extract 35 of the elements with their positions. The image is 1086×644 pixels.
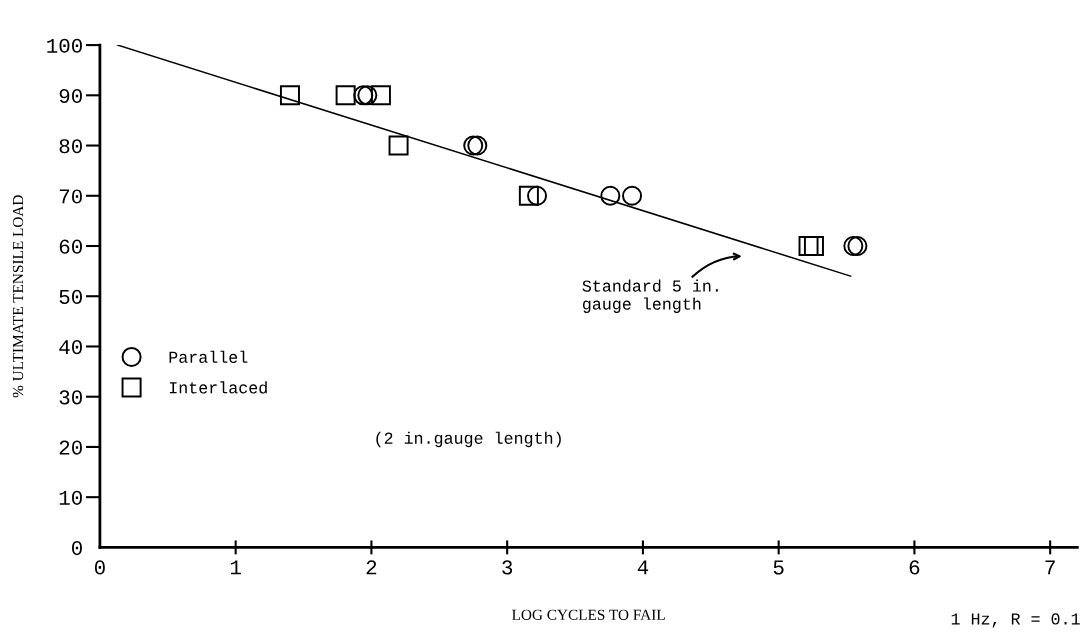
x-tick-label: 6 [909,560,920,575]
point [527,185,548,206]
legend-label: Parallel [169,350,248,363]
y-tick-label: 10 [59,490,82,505]
y-tick-label: 40 [59,340,82,355]
x-tick-label: 0 [94,560,105,575]
y-tick-label: 90 [59,88,82,104]
point [518,185,539,206]
x-tick-label: 4 [637,560,649,575]
point [600,185,621,206]
x-axis-title: LOG CYCLES TO FAIL [512,609,665,620]
point [335,85,356,106]
y-axis-title: % ULTIMATE TENSILE LOAD [12,195,24,398]
point [622,185,643,206]
y-tick-label: 20 [59,440,82,455]
x-tick-label: 5 [773,560,784,575]
point [798,236,819,257]
point [370,85,391,106]
annotation: (2 in.gauge length) [376,431,561,448]
annotation: Standard 5 in. gauge length [582,279,718,313]
x-tick-label: 2 [366,560,377,575]
text: 1 Hz, R = 0.1 [951,613,1080,628]
legend-label: Interlaced [169,381,267,394]
x-tick-label: 7 [1045,560,1055,575]
y-tick-label: 70 [59,189,82,204]
y-tick-label: 100 [47,38,82,53]
x-tick-label: 1 [230,560,241,575]
point [388,135,409,156]
y-tick-label: 60 [59,239,82,254]
point [279,85,300,106]
y-tick-label: 50 [59,289,82,304]
y-tick-label: 80 [59,139,82,154]
y-tick-label: 30 [59,390,82,405]
y-tick-label: 0 [72,541,82,556]
x-tick-label: 3 [502,560,513,575]
